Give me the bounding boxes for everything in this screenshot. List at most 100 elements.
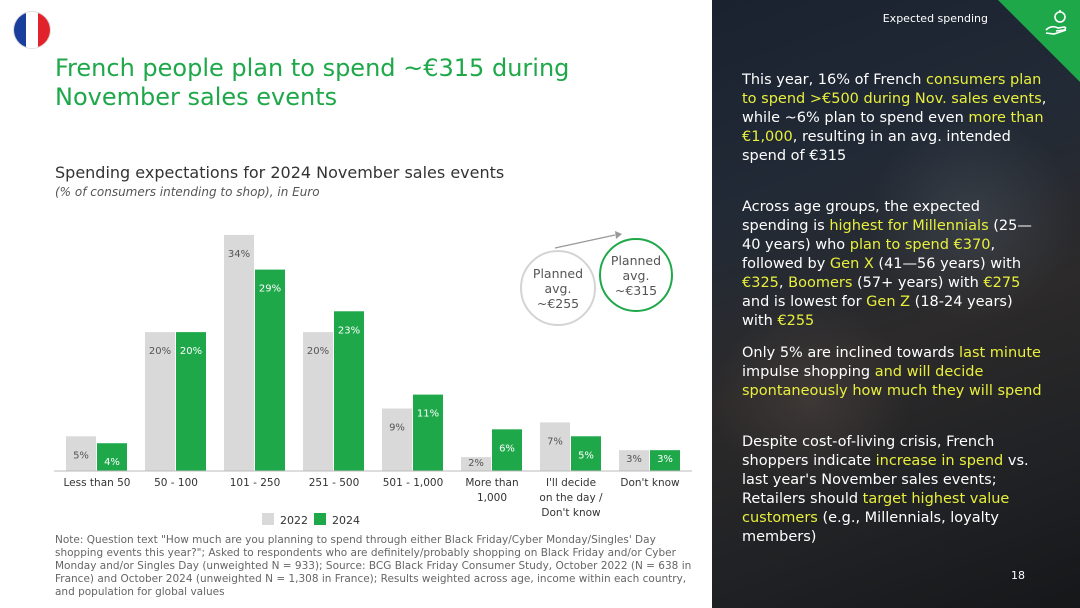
- x-tick-label: 1,000: [477, 492, 507, 504]
- france-flag-icon: [13, 11, 51, 49]
- chart-subtitle: (% of consumers intending to shop), in E…: [55, 185, 320, 199]
- bar-2024: [571, 436, 601, 471]
- highlight-text: last minute: [954, 345, 1041, 361]
- body-text: and is lowest for: [742, 294, 867, 310]
- data-label: 11%: [417, 409, 439, 420]
- bar-2024: [255, 269, 285, 471]
- data-label: 5%: [578, 450, 594, 461]
- chart-title: Spending expectations for 2024 November …: [55, 163, 505, 182]
- page-number: 18: [1011, 569, 1025, 582]
- body-text: (18-24 years) with: [742, 294, 1013, 329]
- data-label: 7%: [547, 436, 563, 447]
- chart-panel: French people plan to spend ~€315 during…: [13, 11, 692, 598]
- insight-paragraph-2: Across age groups, the expected spending…: [742, 198, 1047, 331]
- legend-swatch-2024: [314, 513, 326, 525]
- bar-2022: [540, 422, 570, 471]
- data-label: 20%: [180, 346, 202, 357]
- data-label: 4%: [104, 457, 120, 468]
- bar-2022: [303, 332, 333, 471]
- data-label: 29%: [259, 284, 281, 295]
- body-text: (57+ years) with: [852, 275, 984, 291]
- highlight-text: and will decide spontaneously how much t…: [742, 364, 1042, 399]
- highlight-text: plan to spend €370: [849, 237, 991, 253]
- x-tick-label: 501 - 1,000: [383, 477, 444, 489]
- body-text: This year, 16% of French: [742, 72, 927, 88]
- data-label: 9%: [389, 423, 405, 434]
- highlight-text: €255: [777, 313, 815, 329]
- bar-2022: [461, 457, 491, 471]
- flag-stripe-blue: [14, 12, 26, 48]
- x-tick-label: Don't know: [541, 507, 601, 519]
- footnote: Note: Question text "How much are you pl…: [55, 534, 692, 598]
- highlight-text: Gen Z: [866, 294, 911, 310]
- body-text: impulse shopping: [742, 364, 871, 380]
- highlight-text: more than €1,000: [742, 110, 1044, 145]
- data-label: 3%: [657, 454, 673, 465]
- background-glow: [862, 120, 1080, 320]
- insight-paragraph-3: Only 5% are inclined towards last minute…: [742, 344, 1047, 401]
- highlight-text: target highest value customers: [742, 491, 1010, 526]
- body-text: vs. last year's November sales events; R…: [742, 453, 1029, 507]
- data-label: 20%: [149, 346, 171, 357]
- bar-2024: [413, 394, 443, 471]
- highlight-text: €275: [983, 275, 1021, 291]
- x-tick-label: Don't know: [620, 477, 680, 489]
- data-label: 2%: [468, 458, 484, 469]
- insights-panel: Expected spending: [712, 0, 1080, 608]
- x-tick-label: I'll decide: [546, 477, 596, 489]
- insight-paragraph-4: Despite cost-of-living crisis, French sh…: [742, 433, 1047, 547]
- x-tick-label: 101 - 250: [230, 477, 281, 489]
- planned-avg-2024-bubble: Planned avg. ~€315: [599, 238, 673, 312]
- x-tick-label: Less than 50: [64, 477, 131, 489]
- x-tick-label: More than: [465, 477, 518, 489]
- corner-tab: [998, 0, 1080, 82]
- data-label: 6%: [499, 443, 515, 454]
- body-text: (e.g., Millennials, loyalty members): [742, 510, 999, 545]
- body-text: Despite cost-of-living crisis, French sh…: [742, 434, 995, 469]
- legend-label: 2022: [280, 514, 308, 527]
- background-glow: [712, 300, 912, 500]
- highlight-text: increase in spend: [875, 453, 1004, 469]
- highlight-text: €325: [742, 275, 779, 291]
- data-label: 5%: [73, 450, 89, 461]
- hand-money-icon: [1045, 10, 1067, 35]
- highlight-text: Gen X: [829, 256, 874, 272]
- body-text: ,: [778, 275, 789, 291]
- bar-2024: [176, 332, 206, 471]
- bar-2022: [224, 234, 254, 471]
- bar-2022: [145, 332, 175, 471]
- legend-swatch-2022: [262, 513, 274, 525]
- x-tick-label: 251 - 500: [309, 477, 360, 489]
- flag-stripe-red: [38, 12, 50, 48]
- highlight-text: highest for Millennials: [829, 218, 989, 234]
- data-label: 23%: [338, 325, 360, 336]
- data-label: 34%: [228, 249, 250, 260]
- flag-stripe-white: [26, 12, 38, 48]
- bar-2024: [97, 443, 127, 471]
- bar-2022: [619, 450, 649, 471]
- bar-chart: 5% 4% Less than 50 20% 20% 50 - 100 34% 29% 101 …: [54, 234, 692, 527]
- body-text: Across age groups, the expected spending…: [742, 199, 980, 234]
- bar-2022: [66, 436, 96, 471]
- trend-arrow-icon: [554, 231, 622, 249]
- page-title: French people plan to spend ~€315 during…: [55, 54, 570, 111]
- x-tick-label: on the day /: [539, 492, 603, 504]
- bar-2024: [650, 450, 680, 471]
- body-text: (25—40 years) who: [742, 218, 1032, 253]
- body-text: (41—56 years) with: [873, 256, 1022, 272]
- bar-2024: [334, 311, 364, 471]
- bar-2024: [492, 429, 522, 471]
- highlight-text: consumers plan to spend >€500 during Nov…: [742, 72, 1042, 107]
- body-text: , resulting in an avg. intended spend of…: [742, 129, 1011, 164]
- bar-2022: [382, 408, 412, 471]
- body-text: Only 5% are inclined towards: [742, 345, 955, 361]
- body-text: , while ~6% plan to spend even: [742, 91, 1047, 126]
- section-tag: Expected spending: [882, 12, 988, 25]
- data-label: 20%: [307, 346, 329, 357]
- x-tick-label: 50 - 100: [154, 477, 198, 489]
- body-text: , followed by: [742, 237, 996, 272]
- data-label: 3%: [626, 454, 642, 465]
- highlight-text: Boomers: [788, 275, 853, 291]
- insight-paragraph-1: This year, 16% of French consumers plan …: [742, 71, 1047, 166]
- planned-avg-2022-bubble: Planned avg. ~€255: [520, 250, 596, 326]
